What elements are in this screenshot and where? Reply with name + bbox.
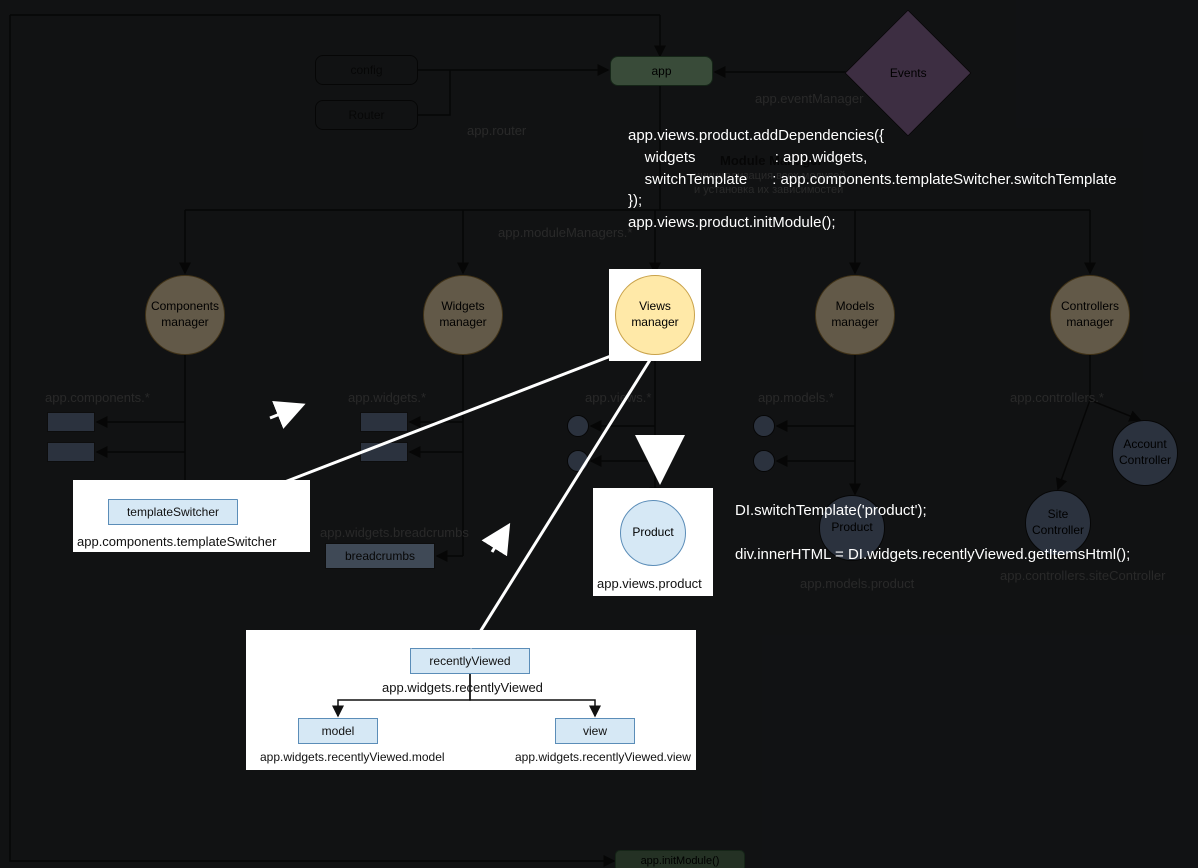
component-small-2 (47, 442, 95, 462)
widget-small-1 (360, 412, 408, 432)
view-small-2 (567, 450, 589, 472)
product-view: Product (620, 500, 686, 566)
component-small-1 (47, 412, 95, 432)
router-box: Router (315, 100, 418, 130)
views-manager: Viewsmanager (615, 275, 695, 355)
account-controller: AccountController (1112, 420, 1178, 486)
recentlyviewed-caption: app.widgets.recentlyViewed (382, 680, 543, 695)
site-controller-caption: app.controllers.siteController (1000, 568, 1165, 583)
module-managers-caption: app.moduleManagers.* (498, 225, 632, 240)
router-label: Router (348, 108, 384, 122)
breadcrumbs-caption: app.widgets.breadcrumbs (320, 525, 469, 540)
diagram-stage: config Router app.router app Events app.… (0, 0, 1198, 868)
recentlyviewed-view: view (555, 718, 635, 744)
templateswitcher-box: templateSwitcher (108, 499, 238, 525)
events-label: Events (890, 66, 927, 80)
module-manager-sub2: и установка их зависимостей (694, 184, 843, 196)
module-manager-title: Module Manager (720, 153, 823, 168)
models-caption: app.models.* (758, 390, 834, 405)
site-controller: SiteController (1025, 490, 1091, 556)
recentlyviewed-box: recentlyViewed (410, 648, 530, 674)
views-caption: app.views.* (585, 390, 651, 405)
view-small-1 (567, 415, 589, 437)
router-caption: app.router (467, 123, 526, 138)
model-product-caption: app.models.product (800, 576, 914, 591)
templateswitcher-caption: app.components.templateSwitcher (77, 534, 276, 549)
product-view-caption: app.views.product (597, 576, 702, 591)
widget-small-2 (360, 442, 408, 462)
module-manager-sub1: инициализация всех модулей (694, 170, 846, 182)
config-box: config (315, 55, 418, 85)
config-label: config (350, 63, 382, 77)
model-product: Product (819, 495, 885, 561)
model-small-2 (753, 450, 775, 472)
model-small-1 (753, 415, 775, 437)
breadcrumbs-box: breadcrumbs (325, 543, 435, 569)
models-manager: Modelsmanager (815, 275, 895, 355)
recentlyviewed-model: model (298, 718, 378, 744)
recentlyviewed-model-caption: app.widgets.recentlyViewed.model (260, 750, 445, 764)
widgets-caption: app.widgets.* (348, 390, 426, 405)
widgets-manager: Widgetsmanager (423, 275, 503, 355)
event-manager-caption: app.eventManager (755, 91, 863, 106)
init-module-box: app.initModule() (615, 850, 745, 868)
events-diamond: Events (844, 9, 971, 136)
controllers-manager: Controllersmanager (1050, 275, 1130, 355)
components-manager: Componentsmanager (145, 275, 225, 355)
controllers-caption: app.controllers.* (1010, 390, 1104, 405)
app-box: app (610, 56, 713, 86)
components-caption: app.components.* (45, 390, 150, 405)
app-label: app (651, 64, 671, 78)
recentlyviewed-view-caption: app.widgets.recentlyViewed.view (515, 750, 691, 764)
